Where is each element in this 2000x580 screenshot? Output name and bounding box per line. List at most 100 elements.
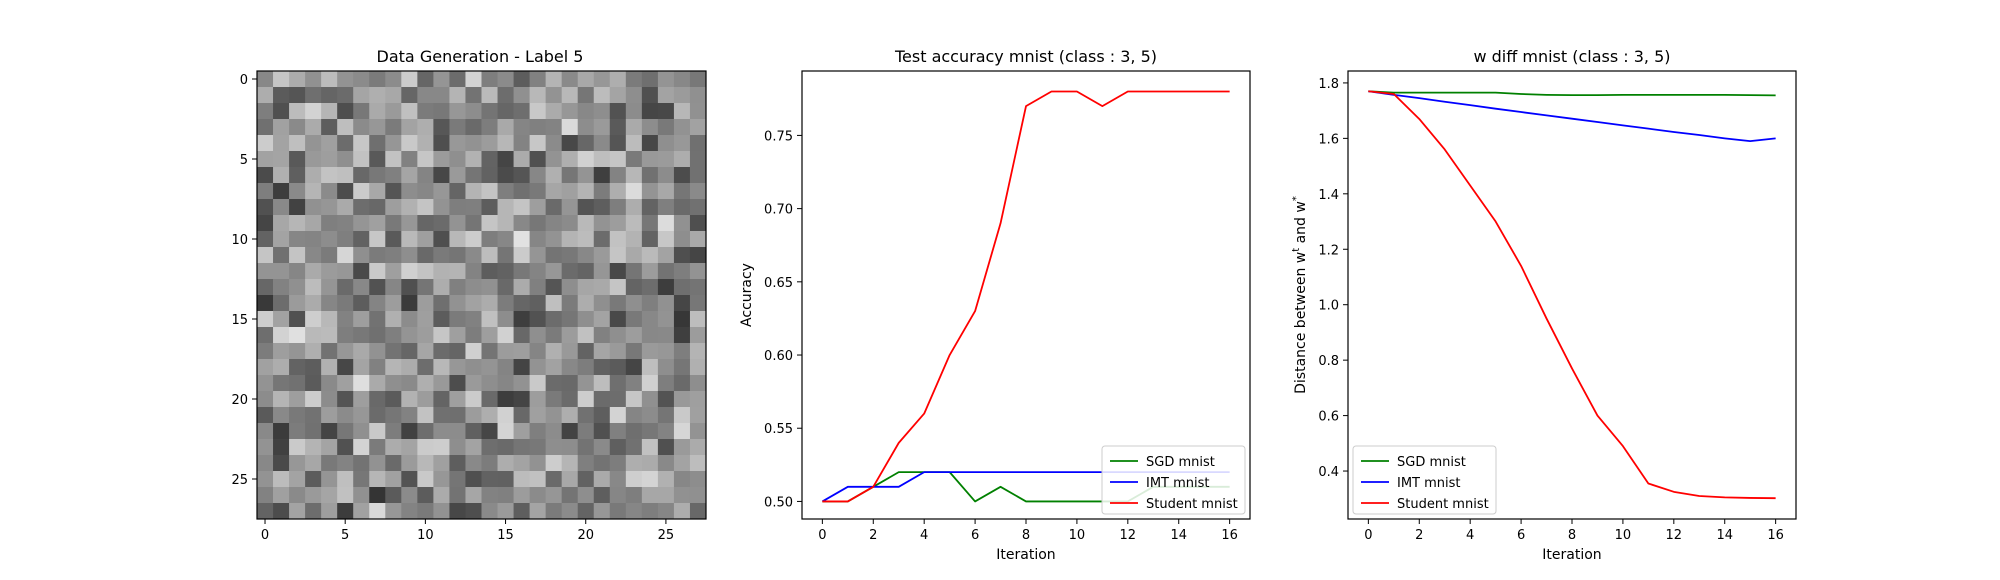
- heatmap-cell: [593, 407, 611, 424]
- heatmap-cell: [257, 71, 274, 88]
- heatmap-cell: [673, 343, 691, 360]
- heatmap-cell: [449, 103, 466, 120]
- heatmap-cell: [609, 199, 627, 216]
- heatmap-cell: [449, 295, 466, 312]
- heatmap-cell: [513, 295, 531, 312]
- heatmap-cell: [577, 487, 595, 504]
- heatmap-cell: [497, 279, 514, 296]
- heatmap-cell: [385, 343, 402, 360]
- heatmap-cell: [545, 135, 563, 152]
- heatmap-cell: [593, 119, 611, 136]
- heatmap-cell: [433, 471, 450, 488]
- heatmap-cell: [609, 327, 627, 344]
- y-tick-label: 1.0: [1318, 299, 1339, 314]
- heatmap-cell: [657, 231, 675, 248]
- heatmap-cell: [321, 87, 338, 104]
- heatmap-cell: [449, 231, 466, 248]
- heatmap-cell: [625, 71, 643, 88]
- heatmap-cell: [369, 407, 386, 424]
- heatmap-cell: [593, 487, 611, 504]
- heatmap-cell: [385, 327, 402, 344]
- heatmap-cell: [529, 135, 547, 152]
- heatmap-cell: [609, 455, 627, 472]
- heatmap-cell: [321, 167, 338, 184]
- heatmap-cell: [401, 199, 418, 216]
- heatmap-cell: [337, 87, 354, 104]
- heatmap-cell: [433, 391, 450, 408]
- heatmap-cell: [321, 231, 338, 248]
- heatmap-cell: [545, 215, 563, 232]
- heatmap-cell: [385, 375, 402, 392]
- heatmap-cell: [625, 279, 643, 296]
- legend-box: [1101, 445, 1246, 515]
- heatmap-cell: [529, 439, 547, 456]
- heatmap-cell: [641, 87, 659, 104]
- heatmap-cell: [561, 103, 579, 120]
- heatmap-cell: [433, 71, 450, 88]
- heatmap-cell: [561, 215, 579, 232]
- heatmap-cell: [321, 151, 338, 168]
- heatmap-cell: [545, 183, 563, 200]
- heatmap-cell: [481, 327, 498, 344]
- heatmap-cell: [497, 167, 514, 184]
- heatmap-cell: [289, 503, 306, 520]
- heatmap-cell: [625, 247, 643, 264]
- heatmap-cell: [561, 359, 579, 376]
- heatmap-cell: [561, 135, 579, 152]
- heatmap-cell: [609, 343, 627, 360]
- heatmap-cell: [545, 311, 563, 328]
- heatmap-cell: [305, 439, 322, 456]
- heatmap-cell: [417, 279, 434, 296]
- heatmap-cell: [609, 119, 627, 136]
- heatmap-cell: [305, 295, 322, 312]
- x-tick-label: 16: [1767, 528, 1784, 543]
- heatmap-cell: [529, 215, 547, 232]
- heatmap-cell: [657, 343, 675, 360]
- heatmap-cell: [321, 343, 338, 360]
- heatmap-cell: [561, 311, 579, 328]
- heatmap-cell: [385, 103, 402, 120]
- heatmap-cell: [337, 423, 354, 440]
- heatmap-cell: [401, 343, 418, 360]
- heatmap-cell: [641, 327, 659, 344]
- heatmap-cell: [497, 87, 514, 104]
- heatmap-cell: [561, 295, 579, 312]
- heatmap-cell: [433, 199, 450, 216]
- heatmap-cell: [289, 135, 306, 152]
- heatmap-cell: [497, 503, 514, 520]
- heatmap-cell: [449, 311, 466, 328]
- heatmap-cell: [401, 103, 418, 120]
- heatmap-cell: [641, 279, 659, 296]
- heatmap-cell: [369, 87, 386, 104]
- heatmap-cell: [625, 503, 643, 520]
- heatmap-cell: [273, 295, 290, 312]
- y-tick-label: 1.6: [1318, 132, 1339, 147]
- heatmap-cell: [545, 375, 563, 392]
- heatmap-cell: [353, 391, 370, 408]
- heatmap-cell: [481, 119, 498, 136]
- heatmap-cell: [545, 391, 563, 408]
- heatmap-cell: [257, 87, 274, 104]
- heatmap-cell: [289, 103, 306, 120]
- heatmap-cell: [305, 103, 322, 120]
- y-tick-label: 0: [240, 73, 248, 88]
- heatmap-cell: [641, 199, 659, 216]
- heatmap-cell: [609, 503, 627, 520]
- heatmap-cell: [529, 487, 547, 504]
- heatmap-cell: [305, 375, 322, 392]
- heatmap-cell: [465, 327, 482, 344]
- heatmap-cell: [449, 439, 466, 456]
- heatmap-cell: [289, 423, 306, 440]
- heatmap-cell: [657, 71, 675, 88]
- heatmap-cell: [609, 151, 627, 168]
- heatmap-cell: [641, 119, 659, 136]
- heatmap-cell: [513, 327, 531, 344]
- heatmap-cell: [529, 87, 547, 104]
- heatmap-cell: [321, 103, 338, 120]
- heatmap-cell: [513, 119, 531, 136]
- heatmap-cell: [321, 279, 338, 296]
- series-line: [1368, 90, 1776, 143]
- heatmap-cell: [305, 247, 322, 264]
- heatmap-cell: [657, 295, 675, 312]
- heatmap-cell: [513, 71, 531, 88]
